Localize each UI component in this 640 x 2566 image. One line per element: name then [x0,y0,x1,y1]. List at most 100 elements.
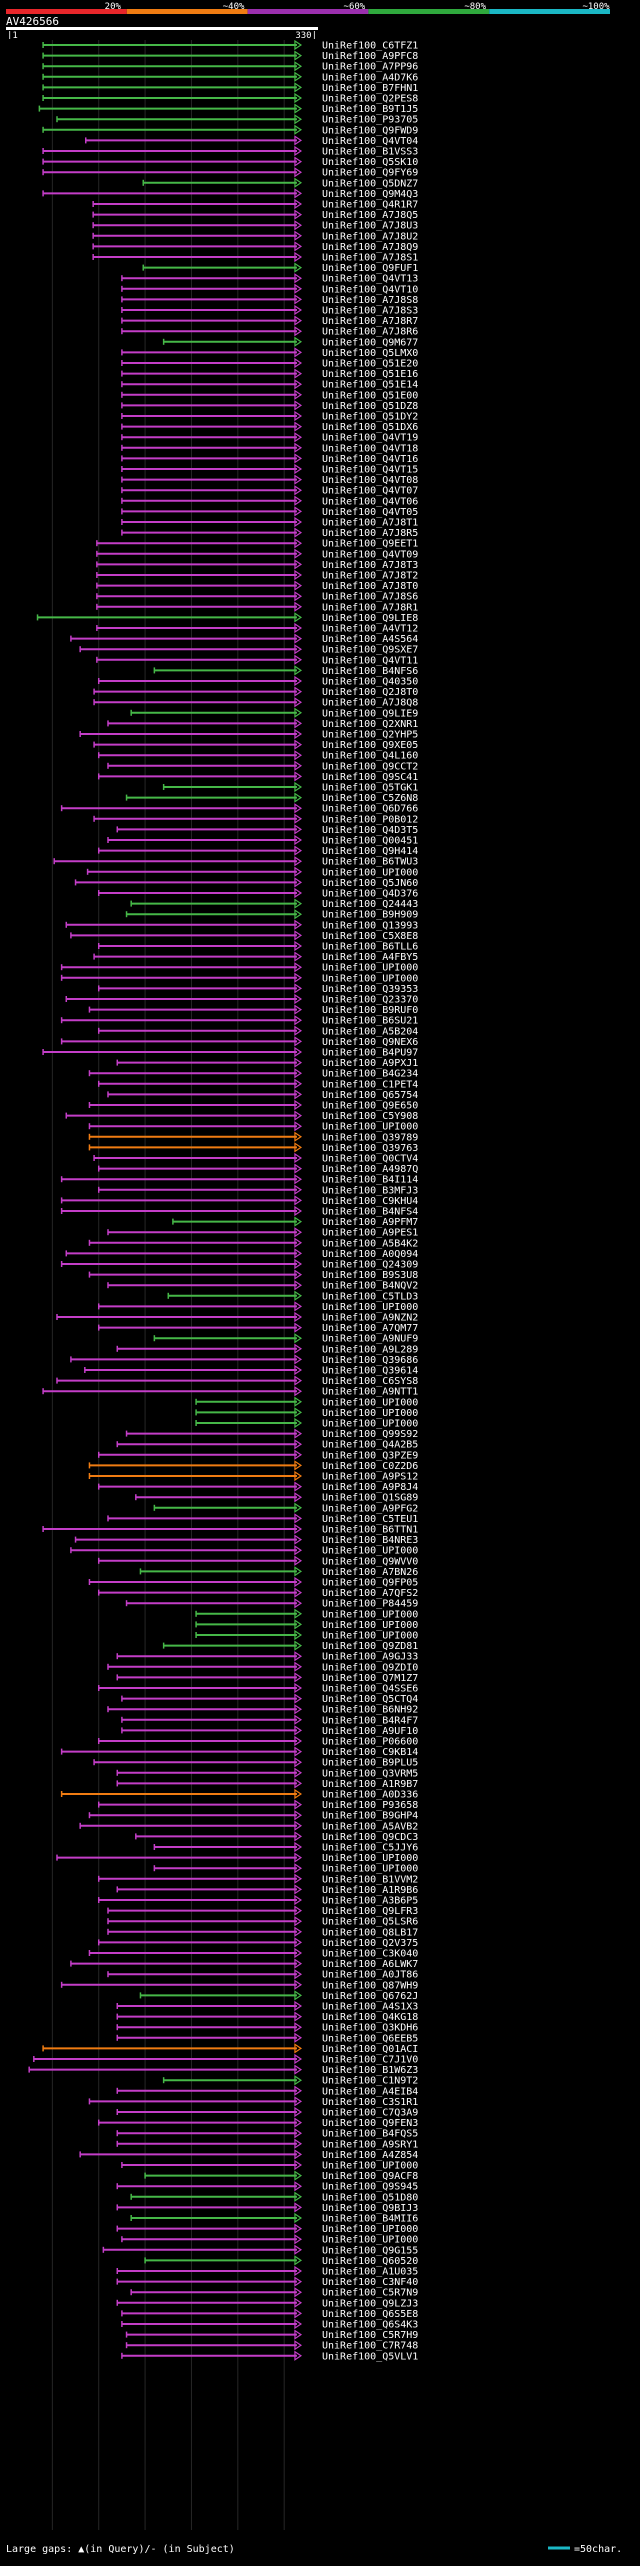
hit-accession[interactable]: UniRef100_Q5VLV1 [322,2351,418,2362]
hit-row[interactable]: UniRef100_A4D7K6 [42,71,418,83]
hit-accession[interactable]: UniRef100_A7J8Q9 [322,242,418,253]
hit-row[interactable]: UniRef100_Q9FUF1 [142,262,418,274]
hit-accession[interactable]: UniRef100_UPI000 [322,1122,418,1133]
hit-accession[interactable]: UniRef100_UPI000 [322,1302,418,1313]
hit-row[interactable]: UniRef100_Q9CDC3 [135,1831,419,1843]
hit-row[interactable]: UniRef100_Q9LZJ3 [116,2297,418,2309]
hit-accession[interactable]: UniRef100_UPI000 [322,1631,418,1642]
hit-accession[interactable]: UniRef100_Q9M4Q3 [322,189,418,200]
hit-accession[interactable]: UniRef100_A7J8R6 [322,327,418,338]
hit-row[interactable]: UniRef100_B3MFJ3 [97,1184,419,1196]
hit-accession[interactable]: UniRef100_Q9M677 [322,337,418,348]
hit-row[interactable]: UniRef100_Q9WVV0 [97,1555,419,1567]
hit-accession[interactable]: UniRef100_Q3KDH6 [322,2023,418,2034]
hit-accession[interactable]: UniRef100_A5AVB2 [322,1821,418,1832]
hit-row[interactable]: UniRef100_Q5JN60 [74,877,419,889]
hit-row[interactable]: UniRef100_Q9SXE7 [79,644,418,656]
hit-accession[interactable]: UniRef100_A7J8U2 [322,231,418,242]
hit-accession[interactable]: UniRef100_B4R4F7 [322,1715,418,1726]
hit-accession[interactable]: UniRef100_A3B6P5 [322,1896,418,1907]
hit-accession[interactable]: UniRef100_B4NRE3 [322,1535,418,1546]
hit-accession[interactable]: UniRef100_Q0CTV4 [322,1154,418,1165]
hit-accession[interactable]: UniRef100_Q3VRM5 [322,1768,418,1779]
hit-accession[interactable]: UniRef100_UPI000 [322,963,418,974]
hit-accession[interactable]: UniRef100_Q9SXE7 [322,645,418,656]
hit-row[interactable]: UniRef100_B4MII6 [130,2212,418,2225]
hit-accession[interactable]: UniRef100_A7J8R7 [322,316,418,327]
hit-row[interactable]: UniRef100_A4S1X3 [116,2000,418,2013]
hit-row[interactable]: UniRef100_Q6S5E8 [121,2308,418,2320]
hit-accession[interactable]: UniRef100_Q4VT09 [322,549,418,560]
hit-accession[interactable]: UniRef100_C9KB14 [322,1747,418,1758]
hit-row[interactable]: UniRef100_B4FQS5 [116,2128,418,2140]
hit-accession[interactable]: UniRef100_B7FHN1 [322,83,418,94]
hit-accession[interactable]: UniRef100_C5Y908 [322,1111,418,1122]
hit-row[interactable]: UniRef100_Q9ZDI0 [107,1661,418,1673]
hit-accession[interactable]: UniRef100_Q51E14 [322,380,418,391]
hit-row[interactable]: UniRef100_Q7M1Z7 [116,1672,418,1684]
hit-row[interactable]: UniRef100_Q9NEX6 [60,1036,419,1048]
hit-accession[interactable]: UniRef100_UPI000 [322,867,418,878]
hit-row[interactable]: UniRef100_Q6S4K3 [121,2318,418,2331]
hit-row[interactable]: UniRef100_Q6D766 [60,803,419,815]
hit-row[interactable]: UniRef100_Q4VT15 [121,463,418,476]
hit-row[interactable]: UniRef100_C6TFZ1 [42,40,418,52]
hit-row[interactable]: UniRef100_Q9H414 [97,845,419,857]
hit-accession[interactable]: UniRef100_Q4D376 [322,889,418,900]
hit-row[interactable]: UniRef100_A7QFS2 [97,1587,419,1599]
hit-row[interactable]: UniRef100_C5R7N9 [130,2287,418,2299]
hit-row[interactable]: UniRef100_Q5CTQ4 [121,1693,418,1705]
hit-accession[interactable]: UniRef100_A4D7K6 [322,72,418,83]
hit-accession[interactable]: UniRef100_Q5CTQ4 [322,1694,418,1705]
hit-row[interactable]: UniRef100_Q5SK10 [42,156,418,168]
hit-row[interactable]: UniRef100_A5B204 [97,1025,419,1037]
hit-accession[interactable]: UniRef100_Q7M1Z7 [322,1673,418,1684]
hit-accession[interactable]: UniRef100_A9PXJ1 [322,1058,418,1069]
hit-row[interactable]: UniRef100_Q4D3T5 [116,824,418,836]
hit-accession[interactable]: UniRef100_A7J8T3 [322,560,418,571]
hit-row[interactable]: UniRef100_A7J8U2 [92,230,418,242]
hit-row[interactable]: UniRef100_A0D336 [60,1788,419,1801]
hit-row[interactable]: UniRef100_Q2J8T0 [93,686,418,698]
hit-row[interactable]: UniRef100_UPI000 [121,2234,418,2246]
hit-accession[interactable]: UniRef100_Q51D80 [322,2192,418,2203]
hit-accession[interactable]: UniRef100_Q9E650 [322,1101,418,1112]
hit-accession[interactable]: UniRef100_Q9ACF8 [322,2171,418,2182]
hit-row[interactable]: UniRef100_Q4VT09 [96,548,418,560]
hit-row[interactable]: UniRef100_A0Q094 [65,1248,418,1260]
hit-row[interactable]: UniRef100_A4987Q [97,1163,419,1175]
hit-accession[interactable]: UniRef100_Q39789 [322,1132,418,1143]
hit-row[interactable]: UniRef100_A1R9B6 [116,1884,418,1896]
hit-accession[interactable]: UniRef100_Q2V375 [322,1938,418,1949]
hit-row[interactable]: UniRef100_Q8LB17 [107,1926,418,1938]
hit-row[interactable]: UniRef100_Q2XNR1 [107,718,418,730]
hit-accession[interactable]: UniRef100_Q00451 [322,836,418,847]
hit-row[interactable]: UniRef100_A1R9B7 [116,1778,418,1790]
hit-accession[interactable]: UniRef100_Q9BIJ3 [322,2203,418,2214]
hit-row[interactable]: UniRef100_Q87WH9 [60,1979,419,1991]
hit-row[interactable]: UniRef100_A6LWK7 [70,1958,418,1970]
hit-accession[interactable]: UniRef100_Q4A2B5 [322,1440,418,1451]
hit-accession[interactable]: UniRef100_C5X8E8 [322,931,418,942]
hit-accession[interactable]: UniRef100_Q4VT16 [322,454,418,465]
hit-row[interactable]: UniRef100_Q9G155 [102,2244,418,2256]
hit-row[interactable]: UniRef100_Q9CCT2 [107,760,418,772]
hit-row[interactable]: UniRef100_Q2PES8 [42,92,418,105]
hit-accession[interactable]: UniRef100_A7J8R1 [322,602,418,613]
hit-row[interactable]: UniRef100_A9PFC8 [42,50,418,62]
hit-accession[interactable]: UniRef100_C5R7H9 [322,2330,418,2341]
hit-accession[interactable]: UniRef100_Q5SK10 [322,157,418,168]
hit-row[interactable]: UniRef100_A7J8Q8 [93,697,418,709]
hit-row[interactable]: UniRef100_C7Q3A9 [116,2106,418,2119]
hit-accession[interactable]: UniRef100_A5B4K2 [322,1238,418,1249]
hit-row[interactable]: UniRef100_A7J8S3 [121,304,418,317]
hit-row[interactable]: UniRef100_A7J8U3 [92,220,418,232]
hit-accession[interactable]: UniRef100_B9PLU5 [322,1758,418,1769]
hit-row[interactable]: UniRef100_Q9FP05 [88,1576,418,1589]
hit-row[interactable]: UniRef100_UPI000 [195,1417,418,1430]
hit-accession[interactable]: UniRef100_P0B012 [322,814,418,825]
hit-accession[interactable]: UniRef100_A9NUF9 [322,1334,418,1345]
hit-accession[interactable]: UniRef100_Q39763 [322,1143,418,1154]
hit-accession[interactable]: UniRef100_C5R7N9 [322,2288,418,2299]
hit-accession[interactable]: UniRef100_Q6D766 [322,804,418,815]
